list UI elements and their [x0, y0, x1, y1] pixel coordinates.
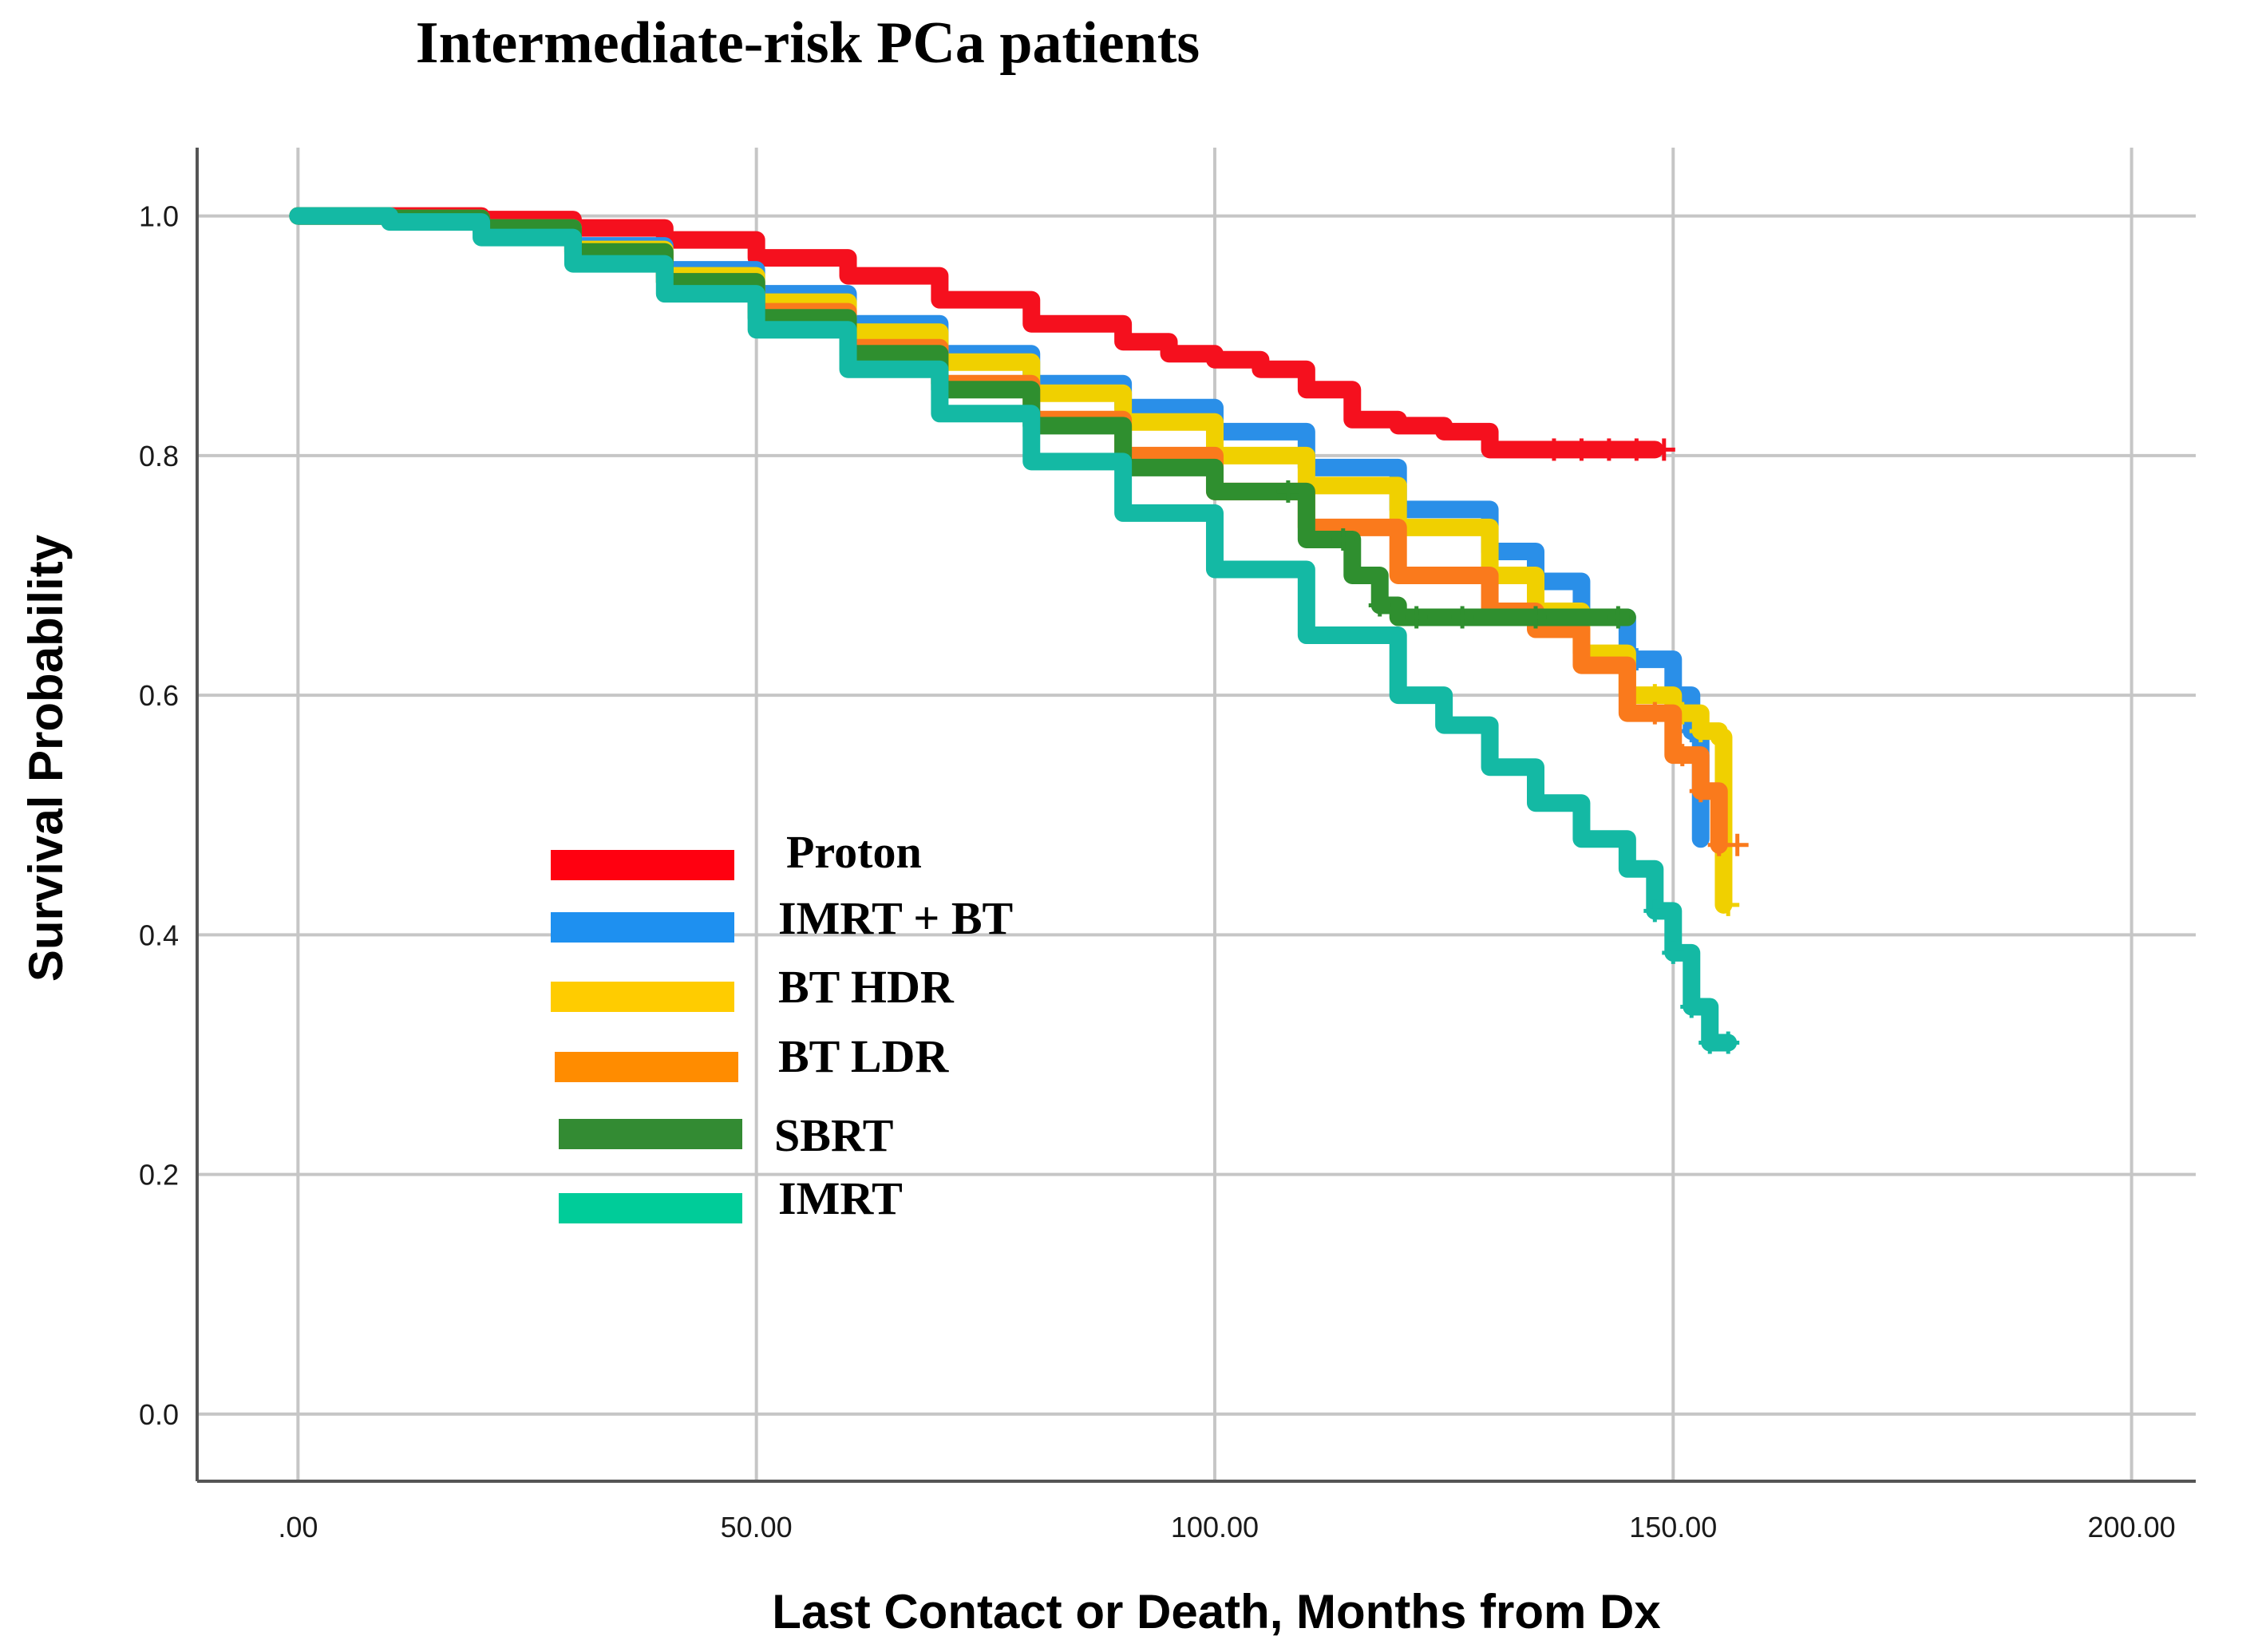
censor-mark — [1652, 438, 1675, 461]
y-tick-label: 1.0 — [139, 200, 179, 233]
x-tick-label: 50.00 — [721, 1511, 793, 1543]
legend-item: SBRT — [559, 1109, 893, 1161]
legend-label: SBRT — [774, 1109, 893, 1161]
series-imrt — [289, 207, 1740, 1054]
legend-swatch — [559, 1193, 742, 1223]
legend-swatch — [559, 1119, 742, 1149]
y-tick-label: 0.2 — [139, 1159, 179, 1192]
tick-labels: .00 50.00 100.00 150.00 200.00 0.0 0.2 0.4 0.6 0.… — [139, 200, 2176, 1543]
legend-swatch — [555, 1052, 738, 1082]
legend-swatch — [551, 982, 734, 1012]
legend-item: BT LDR — [555, 1030, 949, 1082]
censor-mark — [1680, 995, 1703, 1018]
x-tick-label: 200.00 — [2088, 1511, 2176, 1543]
censor-mark — [1726, 833, 1749, 856]
x-tick-label: 150.00 — [1629, 1511, 1717, 1543]
x-tick-label: 100.00 — [1171, 1511, 1259, 1543]
x-tick-label: .00 — [278, 1511, 318, 1543]
censor-mark — [1597, 438, 1620, 461]
x-axis-label: Last Contact or Death, Months from Dx — [772, 1585, 1660, 1638]
legend-item: BT HDR — [551, 961, 955, 1013]
censor-mark — [1643, 702, 1667, 725]
censor-mark — [1542, 438, 1565, 461]
censor-mark — [1570, 438, 1593, 461]
y-tick-label: 0.0 — [139, 1398, 179, 1431]
y-axis-label: Survival Probability — [19, 534, 73, 982]
y-tick-label: 0.8 — [139, 440, 179, 472]
survival-curves — [289, 207, 1749, 1054]
censor-mark — [1662, 941, 1685, 964]
legend-item: IMRT + BT — [551, 892, 1013, 944]
series-bt-hdr — [289, 207, 1740, 916]
legend-swatch — [551, 850, 734, 880]
legend-label: IMRT + BT — [778, 892, 1013, 944]
censor-mark — [1689, 720, 1712, 743]
censor-mark — [1276, 480, 1299, 503]
censor-mark — [1607, 606, 1630, 629]
censor-mark — [1717, 893, 1740, 916]
censor-mark — [1405, 606, 1428, 629]
y-tick-label: 0.4 — [139, 919, 179, 951]
censor-mark — [1451, 606, 1474, 629]
legend-swatch — [551, 912, 734, 943]
legend-label: IMRT — [778, 1172, 903, 1224]
legend-label: BT LDR — [778, 1030, 949, 1082]
survival-curve — [289, 207, 1728, 854]
censor-mark — [1671, 744, 1694, 767]
censor-mark — [1625, 438, 1648, 461]
survival-curve — [289, 207, 1733, 914]
legend-item: Proton — [551, 826, 922, 880]
censor-mark — [1643, 899, 1667, 923]
censor-mark — [1368, 594, 1391, 617]
survival-curve — [289, 207, 1738, 1052]
censor-mark — [1689, 780, 1712, 803]
series-proton — [289, 207, 1675, 461]
legend-item: IMRT — [559, 1172, 903, 1224]
legend-label: BT HDR — [778, 961, 955, 1013]
chart-title: Intermediate-risk PCa patients — [416, 10, 1200, 76]
censor-mark — [1524, 606, 1547, 629]
survival-curve — [289, 207, 1664, 459]
censor-mark — [1331, 528, 1354, 551]
y-tick-label: 0.6 — [139, 679, 179, 712]
legend-label: Proton — [786, 826, 922, 878]
legend: Proton IMRT + BT BT HDR BT LDR SBRT IMRT — [551, 826, 1013, 1224]
axes — [196, 148, 2196, 1483]
censor-mark — [1717, 1031, 1740, 1054]
